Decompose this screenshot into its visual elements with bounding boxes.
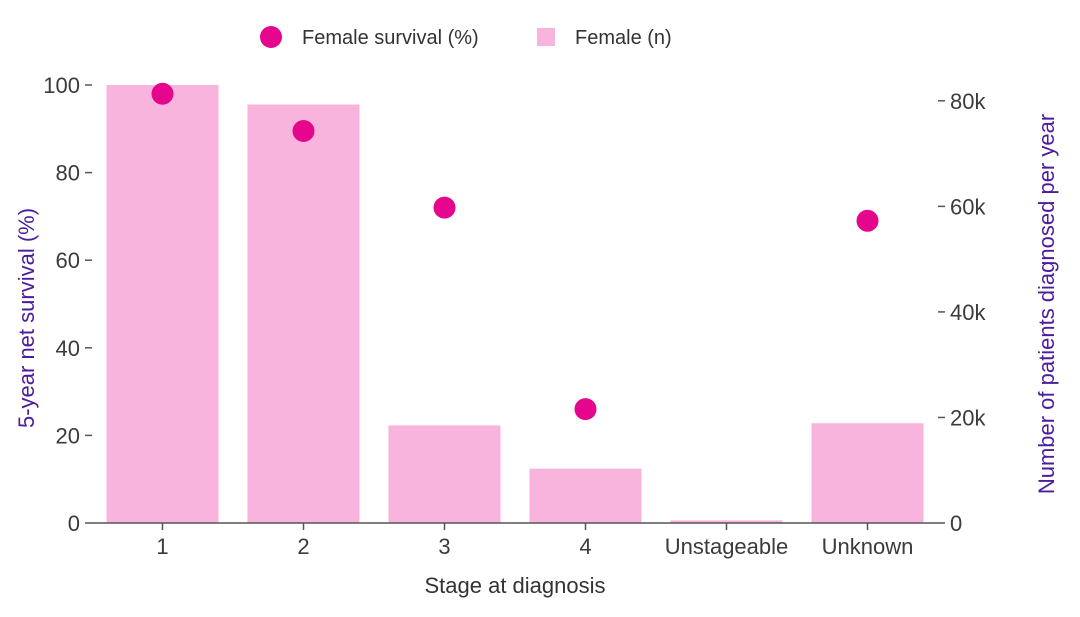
bar-3 [388, 425, 501, 523]
legend-marker-count [537, 28, 555, 46]
x-tick-label-unstageable: Unstageable [665, 534, 789, 559]
x-tick-label-3: 3 [438, 534, 450, 559]
legend-label-survival: Female survival (%) [302, 27, 479, 49]
x-ticks-layer: 1 2 3 4 Unstageable Unknown [156, 523, 913, 559]
points-layer [151, 82, 879, 421]
point-1 [151, 82, 174, 105]
bar-unknown [811, 423, 924, 523]
y-tick-label-20: 20 [56, 423, 80, 448]
point-unknown [856, 209, 879, 232]
y2-axis-title: Number of patients diagnosed per year [1034, 114, 1059, 494]
x-tick-label-4: 4 [579, 534, 591, 559]
y-tick-label-100: 100 [43, 73, 80, 98]
x-tick-label-2: 2 [297, 534, 309, 559]
bar-4 [529, 468, 642, 523]
x-tick-label-unknown: Unknown [822, 534, 914, 559]
legend: Female survival (%) Female (n) [260, 26, 672, 49]
y-axis-title: 5-year net survival (%) [14, 208, 39, 428]
y-tick-label-60: 60 [56, 248, 80, 273]
bars-layer [106, 85, 924, 523]
legend-marker-survival [260, 26, 282, 48]
bar-1 [106, 85, 219, 523]
point-3 [433, 196, 456, 219]
y2-tick-label-20000: 20k [950, 405, 986, 430]
y2-ticks-layer: 0 20k 40k 60k 80k [938, 89, 986, 536]
y2-tick-label-60000: 60k [950, 194, 986, 219]
y2-tick-label-80000: 80k [950, 89, 986, 114]
bar-2 [247, 104, 360, 523]
y-tick-label-0: 0 [68, 511, 80, 536]
y-ticks-layer: 0 20 40 60 80 100 [43, 73, 92, 536]
point-4 [574, 398, 597, 421]
y2-tick-label-40000: 40k [950, 300, 986, 325]
y-tick-label-80: 80 [56, 161, 80, 186]
x-tick-label-1: 1 [156, 534, 168, 559]
bar-unstageable [670, 520, 783, 523]
y2-tick-label-0: 0 [950, 511, 962, 536]
point-2 [292, 119, 315, 142]
x-axis-title: Stage at diagnosis [424, 573, 605, 598]
legend-label-count: Female (n) [575, 27, 672, 49]
y-tick-label-40: 40 [56, 336, 80, 361]
